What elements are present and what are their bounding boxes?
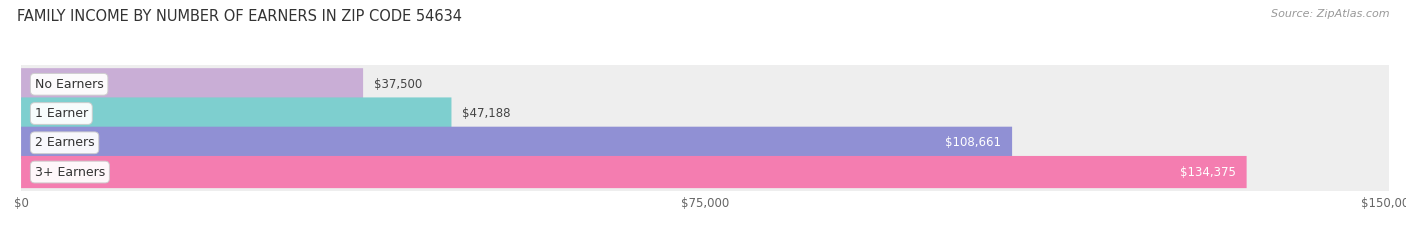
FancyBboxPatch shape <box>21 151 1389 192</box>
Text: $134,375: $134,375 <box>1180 165 1236 178</box>
FancyBboxPatch shape <box>21 93 1389 134</box>
FancyBboxPatch shape <box>21 127 1012 159</box>
Text: 1 Earner: 1 Earner <box>35 107 89 120</box>
Text: $37,500: $37,500 <box>374 78 422 91</box>
Text: 3+ Earners: 3+ Earners <box>35 165 105 178</box>
FancyBboxPatch shape <box>21 68 363 100</box>
Text: 2 Earners: 2 Earners <box>35 136 94 149</box>
Text: FAMILY INCOME BY NUMBER OF EARNERS IN ZIP CODE 54634: FAMILY INCOME BY NUMBER OF EARNERS IN ZI… <box>17 9 463 24</box>
FancyBboxPatch shape <box>21 122 1389 163</box>
FancyBboxPatch shape <box>21 64 1389 105</box>
Text: Source: ZipAtlas.com: Source: ZipAtlas.com <box>1271 9 1389 19</box>
Text: $47,188: $47,188 <box>463 107 510 120</box>
Text: $108,661: $108,661 <box>945 136 1001 149</box>
FancyBboxPatch shape <box>21 97 451 130</box>
FancyBboxPatch shape <box>21 156 1247 188</box>
Text: No Earners: No Earners <box>35 78 104 91</box>
